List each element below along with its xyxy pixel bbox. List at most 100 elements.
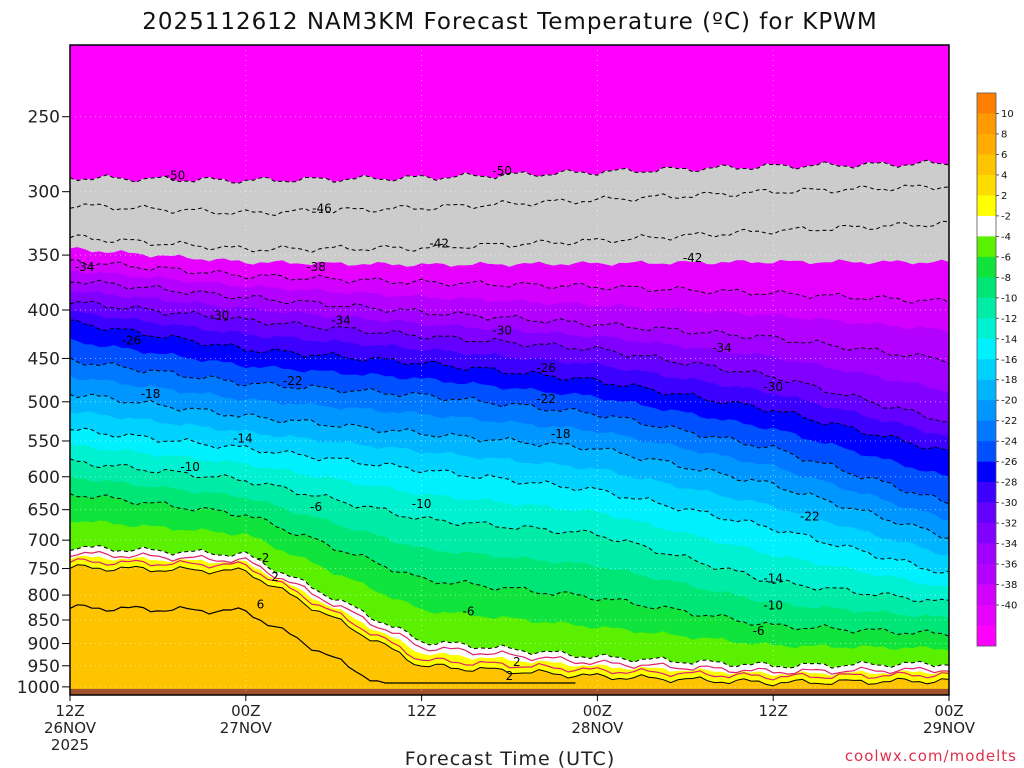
contour-label: -10 bbox=[412, 497, 432, 511]
y-tick-label: 950 bbox=[28, 657, 60, 677]
x-tick-label: 00Z bbox=[231, 702, 260, 720]
colorbar-cell bbox=[977, 605, 996, 626]
colorbar-label: -30 bbox=[1001, 498, 1017, 509]
colorbar-cell bbox=[977, 93, 996, 114]
y-tick-label: 700 bbox=[28, 531, 60, 551]
colorbar-label: 8 bbox=[1001, 129, 1007, 140]
freezing-line bbox=[70, 558, 949, 681]
contour-labels: -50 -50-46-42-42-38-34-34-34-30-30-30-26-… bbox=[75, 164, 820, 683]
contour-line--46 bbox=[70, 184, 949, 217]
chart-title: 2025112612 NAM3KM Forecast Temperature (… bbox=[142, 9, 878, 35]
y-tick-label: 650 bbox=[28, 501, 60, 521]
x-axis-label: Forecast Time (UTC) bbox=[405, 748, 615, 768]
colorbar-label: -26 bbox=[1001, 457, 1017, 468]
contour-lines bbox=[70, 159, 949, 687]
colorbar-cell bbox=[977, 236, 996, 258]
contour-label: -22 bbox=[283, 374, 303, 388]
contour-line--38 bbox=[70, 259, 949, 304]
y-axis: 250 300 350 400 450 500 550 600 650 700 750 800 850 9… bbox=[17, 108, 70, 698]
colorbar-label: -16 bbox=[1001, 355, 1017, 366]
contour-label: -34 bbox=[75, 260, 95, 274]
y-tick-label: 850 bbox=[28, 611, 60, 631]
y-tick-label: 800 bbox=[28, 586, 60, 606]
band-warm bbox=[70, 564, 949, 695]
contour-label: -6 bbox=[462, 605, 474, 619]
colorbar: 10 8 6 4 2 -2 -4 -6 -8 -10 -12 -14 -16 -18 -20 -22 -24 -2… bbox=[976, 92, 1017, 647]
contour-label: -30 bbox=[492, 324, 512, 338]
contour-label: -30 bbox=[210, 309, 230, 323]
colorbar-cell bbox=[977, 338, 996, 360]
colorbar-label: 4 bbox=[1001, 170, 1007, 181]
x-tick-label: 29NOV bbox=[923, 719, 976, 737]
x-tick-label: 27NOV bbox=[220, 719, 273, 737]
contour-label: -34 bbox=[331, 314, 351, 328]
x-tick-label: 2025 bbox=[51, 736, 89, 754]
contour-line--34 bbox=[70, 279, 949, 365]
colorbar-label: -2 bbox=[1001, 211, 1011, 222]
x-tick-label: 28NOV bbox=[571, 719, 624, 737]
x-tick-label: 00Z bbox=[583, 702, 612, 720]
contour-label: -14 bbox=[763, 571, 783, 585]
contour-line-2 bbox=[70, 564, 949, 687]
contour-label: -18 bbox=[141, 387, 161, 401]
contour-label: -2 bbox=[257, 551, 269, 565]
colorbar-label: -36 bbox=[1001, 560, 1017, 571]
y-tick-label: 450 bbox=[28, 349, 60, 369]
plot-frame bbox=[69, 44, 950, 696]
plot-area: -50 -50-46-42-42-38-34-34-34-30-30-30-26-… bbox=[69, 44, 950, 696]
colorbar-label: -20 bbox=[1001, 396, 1017, 407]
x-tick-label: 12Z bbox=[55, 702, 84, 720]
contour-line--50 bbox=[70, 159, 949, 184]
colorbar-cell bbox=[977, 400, 996, 422]
colorbar-label: -14 bbox=[1001, 334, 1017, 345]
colorbar-label: -12 bbox=[1001, 314, 1017, 325]
contour-label: 2 bbox=[513, 655, 521, 669]
colorbar-cell bbox=[977, 502, 996, 524]
contour-line--2 bbox=[70, 544, 949, 669]
colorbar-cell bbox=[977, 215, 996, 237]
colorbar-label: -28 bbox=[1001, 478, 1017, 489]
colorbar-label: 10 bbox=[1001, 109, 1014, 120]
colorbar-cell bbox=[977, 195, 996, 217]
colorbar-cell bbox=[977, 174, 996, 196]
colorbar-cell bbox=[977, 523, 996, 544]
contour-label: 2 bbox=[506, 669, 514, 683]
colorbar-cell bbox=[977, 461, 996, 483]
contour-label: 2 bbox=[271, 570, 279, 584]
contour-label: -10 bbox=[763, 599, 783, 613]
contour-label: -46 bbox=[312, 201, 332, 215]
x-tick-label: 00Z bbox=[934, 702, 963, 720]
colorbar-label: 2 bbox=[1001, 191, 1007, 202]
credit-text: coolwx.com/modelts bbox=[845, 747, 1017, 765]
contour-label: -22 bbox=[536, 392, 556, 406]
colorbar-label: -22 bbox=[1001, 416, 1017, 427]
y-tick-label: 350 bbox=[28, 246, 60, 266]
contour-label: -26 bbox=[122, 333, 142, 347]
colorbar-label: -38 bbox=[1001, 580, 1017, 591]
x-tick-label: 12Z bbox=[759, 702, 788, 720]
contour-label: -50 bbox=[492, 164, 512, 178]
colorbar-cell bbox=[977, 584, 996, 606]
contour-label: -10 bbox=[180, 460, 200, 474]
contour-line--22 bbox=[70, 357, 949, 505]
contour-label: -42 bbox=[429, 237, 449, 251]
colorbar-label: -4 bbox=[1001, 232, 1011, 243]
contour-line--18 bbox=[70, 393, 949, 539]
colorbar-label: -18 bbox=[1001, 375, 1017, 386]
colorbar-cell bbox=[977, 277, 996, 299]
colorbar-cell bbox=[977, 420, 996, 442]
colorbar-cell bbox=[977, 543, 996, 565]
colorbar-cell bbox=[977, 154, 996, 176]
contour-label: -26 bbox=[536, 361, 556, 375]
contour-label: -42 bbox=[683, 251, 703, 265]
contour-line-6 bbox=[70, 604, 576, 684]
contour-label: -14 bbox=[233, 431, 253, 445]
colorbar-cell bbox=[977, 625, 996, 647]
colorbar-cell bbox=[977, 256, 996, 278]
contour-label: -6 bbox=[310, 500, 322, 514]
freezing-line bbox=[70, 550, 949, 675]
colorbar-cell bbox=[977, 482, 996, 503]
contour-label: -22 bbox=[800, 509, 820, 523]
